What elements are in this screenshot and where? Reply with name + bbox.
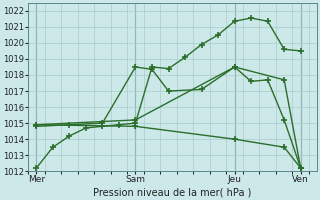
X-axis label: Pression niveau de la mer( hPa ): Pression niveau de la mer( hPa ) <box>93 187 252 197</box>
